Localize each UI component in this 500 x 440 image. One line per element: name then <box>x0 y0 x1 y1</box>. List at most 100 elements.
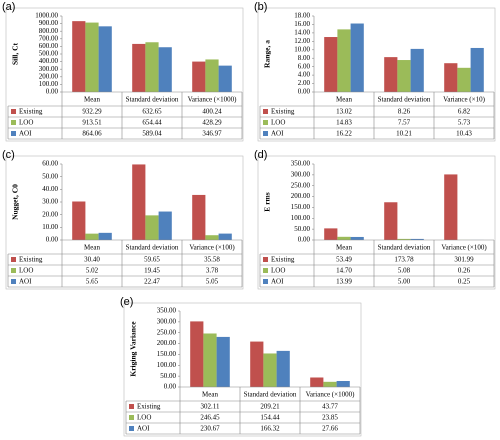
y-tick-label: 100.00 <box>291 214 311 222</box>
panel: (e) Kriging Variance 0.00 50.00 100.00 150.00… <box>120 296 362 437</box>
bar <box>205 235 219 240</box>
y-tick-label: 350.00 <box>157 307 177 315</box>
table-value: 19.45 <box>144 267 160 275</box>
table-value: 35.58 <box>204 256 220 264</box>
bar <box>384 57 398 92</box>
bar <box>216 336 230 387</box>
table-value: 30.40 <box>84 256 100 264</box>
y-tick-label: 500.00 <box>39 50 59 58</box>
y-tick-label: 14.00 <box>294 28 310 36</box>
y-axis-label: Kriging Variance <box>129 321 138 377</box>
legend-label: LOO <box>271 267 285 275</box>
legend-label: LOO <box>19 267 33 275</box>
x-tick-label: Standard deviation <box>126 96 179 104</box>
legend-label: Existing <box>19 256 43 264</box>
table-value: 16.22 <box>336 130 352 138</box>
table-value: 864.06 <box>82 130 102 138</box>
legend-swatch <box>11 131 16 136</box>
bar <box>457 67 471 92</box>
legend-label: Existing <box>271 108 295 116</box>
table-value: 6.82 <box>458 108 471 116</box>
bar <box>384 202 398 240</box>
y-tick-label: 150.00 <box>157 350 177 358</box>
bar <box>145 215 159 240</box>
table-value: 400.24 <box>202 108 222 116</box>
table-value: 654.44 <box>142 119 162 127</box>
y-tick-label: 0.00 <box>298 88 311 96</box>
table-value: 173.78 <box>394 256 414 264</box>
y-tick-label: 20.00 <box>42 210 58 218</box>
bar <box>72 21 86 93</box>
legend-label: Existing <box>271 256 295 264</box>
y-tick-label: 2.00 <box>298 79 311 87</box>
bar <box>132 164 146 240</box>
table-value: 22.47 <box>144 278 160 286</box>
y-tick-label: 12.00 <box>294 37 310 45</box>
table-value: 346.97 <box>202 130 222 138</box>
bar <box>192 194 206 240</box>
bar <box>397 60 411 92</box>
bar <box>203 333 217 387</box>
bar <box>145 42 159 92</box>
bar <box>205 59 219 92</box>
y-tick-label: 250.00 <box>157 328 177 336</box>
table-value: 166.32 <box>260 425 280 433</box>
table-value: 209.21 <box>260 403 280 411</box>
table-value: 301.99 <box>454 256 474 264</box>
panel-frame <box>123 302 362 437</box>
y-tick-label: 50.00 <box>42 172 58 180</box>
bar <box>263 353 277 387</box>
panel: (d) E rms 0.00 50.00 100.00 150.00 200.00 250.0… <box>254 149 496 290</box>
table-value: 13.99 <box>336 278 352 286</box>
panel-label: (a) <box>2 1 15 13</box>
y-tick-label: 6.00 <box>298 62 311 70</box>
table-value: 5.05 <box>206 278 219 286</box>
y-tick-label: 300.00 <box>39 65 59 73</box>
bar <box>158 211 172 240</box>
x-tick-label: Mean <box>336 244 352 252</box>
legend-swatch <box>263 257 268 262</box>
y-tick-label: 40.00 <box>42 185 58 193</box>
table-value: 5.00 <box>398 278 411 286</box>
table-value: 5.02 <box>86 267 99 275</box>
bar <box>324 37 338 92</box>
y-axis-label: Range, a <box>263 40 272 68</box>
x-tick-label: Mean <box>202 391 218 399</box>
legend-label: AOI <box>271 278 284 286</box>
legend-swatch <box>129 404 134 409</box>
legend-swatch <box>263 279 268 284</box>
table-value: 5.65 <box>86 278 99 286</box>
table-value: 246.45 <box>200 414 220 422</box>
panel: (c) Nugget, C0 0.00 10.00 20.00 30.00 40.00 50.… <box>2 149 244 290</box>
y-tick-label: 50.00 <box>160 372 176 380</box>
y-tick-label: 300.00 <box>157 317 177 325</box>
y-tick-label: 150.00 <box>291 203 311 211</box>
x-tick-label: Mean <box>84 96 100 104</box>
y-axis-label: E rms <box>263 192 272 211</box>
y-tick-label: 18.00 <box>294 12 310 20</box>
bar <box>132 43 146 92</box>
y-tick-label: 800.00 <box>39 27 59 35</box>
bar <box>410 48 424 92</box>
x-tick-label: Variance (×100) <box>441 244 487 252</box>
y-tick-label: 200.00 <box>291 192 311 200</box>
bar <box>85 233 99 240</box>
y-tick-label: 10.00 <box>294 45 310 53</box>
legend-swatch <box>263 131 268 136</box>
x-tick-label: Mean <box>84 244 100 252</box>
bar <box>444 63 458 92</box>
table-value: 14.70 <box>336 267 352 275</box>
table-value: 8.26 <box>398 108 411 116</box>
y-tick-label: 100.00 <box>39 80 59 88</box>
y-tick-label: 1000.00 <box>35 12 58 20</box>
table-value: 0.26 <box>458 267 471 275</box>
legend-swatch <box>129 426 134 431</box>
table-value: 5.73 <box>458 119 471 127</box>
y-tick-label: 0.00 <box>46 236 59 244</box>
table-value: 13.02 <box>336 108 352 116</box>
y-tick-label: 16.00 <box>294 20 310 28</box>
y-tick-label: 400.00 <box>39 57 59 65</box>
bar <box>190 321 204 387</box>
table-value: 154.44 <box>260 414 280 422</box>
x-tick-label: Standard deviation <box>378 244 431 252</box>
